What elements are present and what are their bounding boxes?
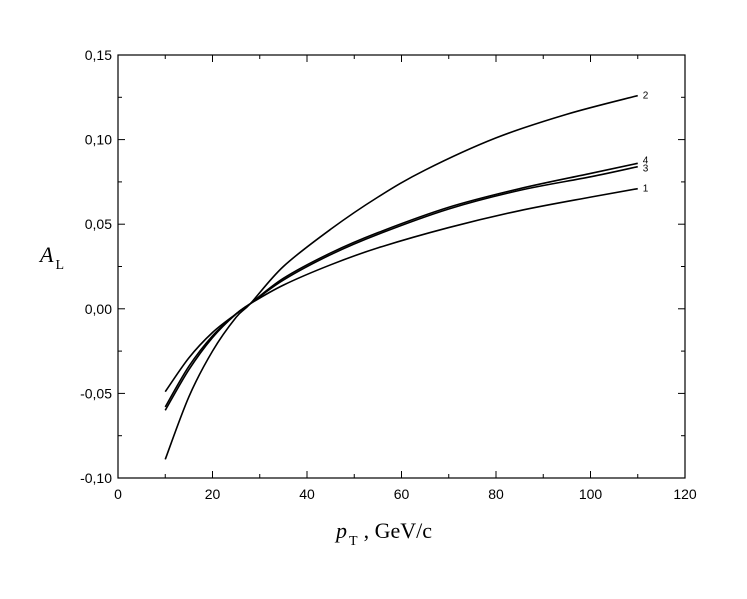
series-label-1: 1 [643,184,649,195]
series-label-2: 2 [643,91,649,102]
axis-ticks: 0 20 40 60 80 100 120 -0,10 -0,05 0,00 0,05 0,10 0,1… [80,47,697,502]
series-label-3: 3 [643,164,649,175]
y-tick-label: -0,10 [80,470,112,486]
y-tick-label: -0,05 [80,385,112,401]
x-tick-label: 80 [488,486,504,502]
x-tick-label: 40 [299,486,315,502]
x-tick-label: 100 [579,486,603,502]
x-tick-label: 120 [673,486,697,502]
y-tick-label: 0,05 [85,216,112,232]
x-tick-label: 60 [394,486,410,502]
series-line-3 [164,165,638,411]
series-line-1 [164,187,638,393]
series-label-4: 4 [643,155,649,166]
series-line-4 [164,162,638,408]
y-tick-label: 0,10 [85,132,112,148]
y-tick-label: 0,00 [85,301,112,317]
y-tick-label: 0,15 [85,47,112,63]
series-line-2 [164,94,638,460]
x-tick-label: 20 [205,486,221,502]
plot-frame [117,54,686,479]
series-group: 1 2 34 [164,91,649,460]
x-tick-label: 0 [114,486,122,502]
